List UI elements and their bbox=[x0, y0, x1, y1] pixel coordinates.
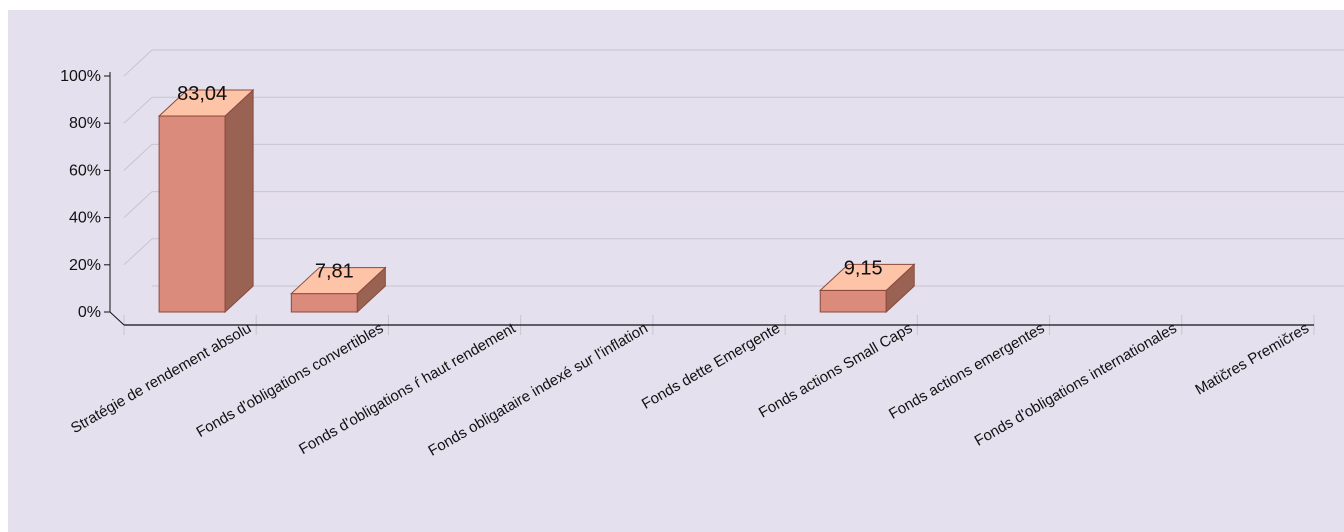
y-tick-labels: 0% 20% 40% 60% 80% 100% bbox=[60, 68, 101, 321]
data-label: 83,04 bbox=[177, 83, 227, 105]
bar-top bbox=[290, 267, 387, 295]
y-tick-label: 60% bbox=[69, 162, 101, 179]
gridline-diagonal bbox=[123, 144, 153, 171]
bar-top bbox=[157, 89, 255, 117]
bars bbox=[157, 88, 916, 314]
gridline-diagonal bbox=[123, 96, 153, 124]
data-label: 7,81 bbox=[315, 261, 354, 283]
axis-corner bbox=[109, 311, 125, 326]
data-labels: 83,04 7,81 9,15 bbox=[177, 83, 883, 283]
y-tick-label: 20% bbox=[69, 257, 101, 274]
data-label: 9,15 bbox=[844, 257, 883, 279]
bar-front bbox=[158, 115, 226, 313]
gridline-diagonal bbox=[123, 49, 153, 77]
bar-front bbox=[819, 289, 887, 313]
bar-top bbox=[818, 263, 916, 291]
gridline-diagonal bbox=[123, 238, 153, 266]
axes bbox=[104, 72, 1314, 326]
y-tick-label: 0% bbox=[78, 304, 101, 321]
y-tick-label: 40% bbox=[69, 210, 101, 227]
y-tick-label: 80% bbox=[69, 115, 101, 132]
bar-side bbox=[224, 88, 254, 314]
gridline-diagonal bbox=[123, 191, 153, 218]
y-tick-label: 100% bbox=[60, 68, 101, 85]
bar-front bbox=[290, 293, 358, 313]
